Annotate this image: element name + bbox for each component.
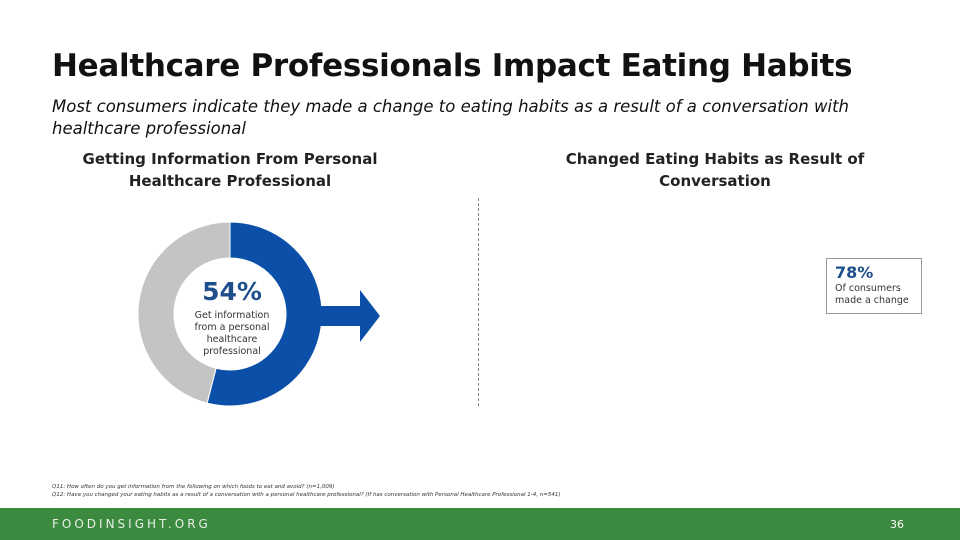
slide-subtitle: Most consumers indicate they made a chan… — [52, 97, 850, 138]
right-heading-line-1: Changed Eating Habits as Result of — [565, 150, 865, 168]
footnote-q12: Q12: Have you changed your eating habits… — [52, 492, 561, 498]
footnote-q11: Q11: How often do you get information fr… — [52, 484, 335, 490]
right-panel-heading: Changed Eating Habits as Result of Conve… — [520, 148, 910, 192]
stat-label-line-2: made a change — [835, 295, 909, 306]
arrow-shape — [318, 290, 380, 342]
donut-slices — [137, 221, 323, 407]
footer-bar: FOODINSIGHT.ORG 36 — [0, 508, 960, 540]
right-heading-line-2: Conversation — [659, 172, 771, 190]
donut-center: 54% Get information from a personal heal… — [180, 276, 284, 358]
donut-center-value: 54% — [202, 277, 262, 306]
stat-label: Of consumers made a change — [835, 283, 913, 307]
donut-center-label: Get information from a personal healthca… — [180, 310, 284, 358]
donut-label-line-1: Get information — [194, 310, 270, 321]
donut-slice-1 — [206, 221, 323, 407]
donut-chart — [137, 221, 323, 407]
page-number: 36 — [890, 518, 904, 531]
stat-label-line-1: Of consumers — [835, 283, 901, 294]
left-heading-line-2: Healthcare Professional — [128, 172, 332, 190]
left-panel-heading: Getting Information From Personal Health… — [40, 148, 420, 192]
donut-slice-2 — [137, 221, 231, 404]
slide-title: Healthcare Professionals Impact Eating H… — [52, 48, 853, 84]
donut-label-line-2: from a personal — [194, 322, 270, 333]
panel-divider — [478, 198, 479, 406]
arrow-right-icon — [318, 290, 380, 342]
footer-logo[interactable]: FOODINSIGHT.ORG — [52, 517, 211, 531]
stat-value: 78% — [835, 263, 874, 282]
left-heading-line-1: Getting Information From Personal — [82, 150, 378, 168]
stat-callout: 78% Of consumers made a change — [826, 258, 922, 314]
footnotes: Q11: How often do you get information fr… — [52, 483, 932, 499]
donut-label-line-3: healthcare — [206, 334, 258, 345]
donut-label-line-4: professional — [203, 346, 261, 357]
